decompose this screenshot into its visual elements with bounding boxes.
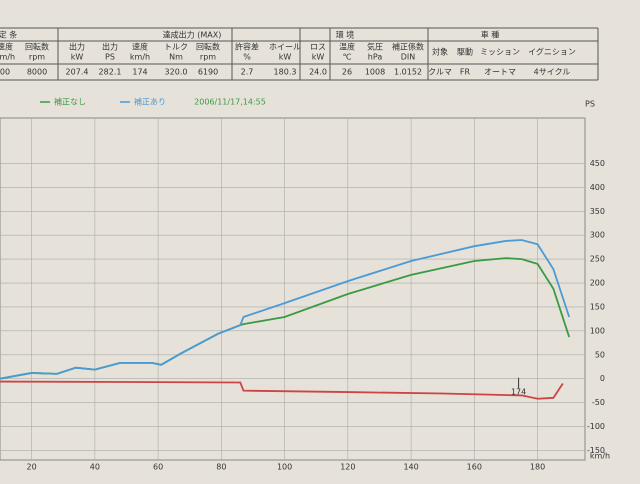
- y-tick-label: 450: [590, 159, 605, 168]
- table-cell: 26: [342, 68, 352, 77]
- y-tick-label: 100: [590, 326, 605, 335]
- table-header: 回転数: [25, 42, 49, 52]
- y-tick-label: 200: [590, 279, 605, 288]
- x-tick-label: 20: [27, 463, 37, 472]
- table-cell: FR: [460, 68, 471, 77]
- table-header: 対象: [432, 47, 448, 57]
- table-group: 環 境: [336, 30, 355, 40]
- table-header: rpm: [29, 53, 45, 62]
- table-cell: クルマ: [428, 68, 452, 77]
- table-cell: 1008: [365, 68, 385, 77]
- table-cell: 2.7: [241, 68, 254, 77]
- table-header: 駆動: [457, 48, 473, 57]
- y-tick-label: -150: [587, 446, 605, 455]
- table-header: kW: [71, 53, 84, 62]
- table-group: 定 条: [0, 30, 17, 40]
- table-header: km/h: [0, 53, 15, 62]
- table-header: DIN: [401, 53, 416, 62]
- x-tick-label: 100: [277, 463, 292, 472]
- table-header: 温度: [339, 42, 355, 52]
- table-header: イグニション: [528, 47, 576, 57]
- y-tick-label: 350: [590, 207, 605, 216]
- table-cell: 207.4: [66, 68, 89, 77]
- table-header: ℃: [343, 53, 352, 62]
- table-group: 車 種: [481, 30, 500, 40]
- table-header: kW: [279, 53, 292, 62]
- table-header: ロス: [310, 43, 326, 52]
- table-cell: 00: [0, 68, 10, 77]
- table-cell: 8000: [27, 68, 47, 77]
- y-tick-label: -100: [587, 422, 605, 431]
- annotation: 174: [511, 388, 526, 397]
- x-tick-label: 180: [530, 463, 545, 472]
- series-line: [0, 380, 564, 400]
- table-cell: オートマ: [484, 68, 516, 77]
- y-axis-label: PS: [585, 100, 595, 109]
- plot-area: [0, 117, 586, 461]
- table-cell: 24.0: [309, 68, 327, 77]
- table-header: 補正係数: [392, 42, 424, 52]
- table-header: ホイール: [269, 43, 301, 52]
- table-cell: 180.3: [274, 68, 297, 77]
- subtitle: 2006/11/17,14:55: [194, 98, 266, 107]
- table-header: 許容差: [235, 42, 259, 52]
- legend-label: 補正なし: [54, 97, 86, 107]
- table-cell: 282.1: [99, 68, 122, 77]
- y-tick-label: 400: [590, 183, 605, 192]
- table-cell: 320.0: [165, 68, 188, 77]
- y-tick-label: 50: [595, 350, 605, 359]
- x-tick-label: 80: [216, 463, 226, 472]
- y-tick-label: 150: [590, 302, 605, 311]
- y-tick-label: -50: [592, 398, 605, 407]
- series-line: [0, 239, 571, 380]
- table-header: 速度: [0, 42, 13, 52]
- table-header: PS: [105, 53, 115, 62]
- table-cell: 1.0152: [394, 68, 422, 77]
- table-cell: 174: [132, 68, 147, 77]
- legend-label: 補正あり: [134, 97, 166, 107]
- x-axis-label: km/h: [590, 452, 610, 461]
- table-header: km/h: [130, 53, 150, 62]
- x-tick-label: 160: [467, 463, 482, 472]
- table-header: 速度: [132, 42, 148, 52]
- table-header: 気圧: [367, 42, 383, 52]
- x-tick-label: 140: [403, 463, 418, 472]
- table-cell: 4サイクル: [534, 68, 571, 77]
- table-header: Nm: [169, 53, 183, 62]
- x-tick-label: 120: [340, 463, 355, 472]
- table-header: kW: [312, 53, 325, 62]
- table-cell: 6190: [198, 68, 218, 77]
- table-header: hPa: [368, 53, 383, 62]
- table-header: 出力: [69, 42, 85, 52]
- table-header: ミッション: [480, 48, 520, 57]
- table-group: 達成出力 (MAX): [163, 30, 222, 40]
- table-header: %: [243, 53, 251, 62]
- table-header: トルク: [164, 43, 188, 52]
- y-tick-label: 0: [600, 374, 605, 383]
- table-header: 出力: [102, 42, 118, 52]
- x-tick-label: 60: [153, 463, 163, 472]
- y-tick-label: 250: [590, 255, 605, 264]
- x-tick-label: 40: [90, 463, 100, 472]
- table-header: 回転数: [196, 42, 220, 52]
- y-tick-label: 300: [590, 231, 605, 240]
- table-header: rpm: [200, 53, 216, 62]
